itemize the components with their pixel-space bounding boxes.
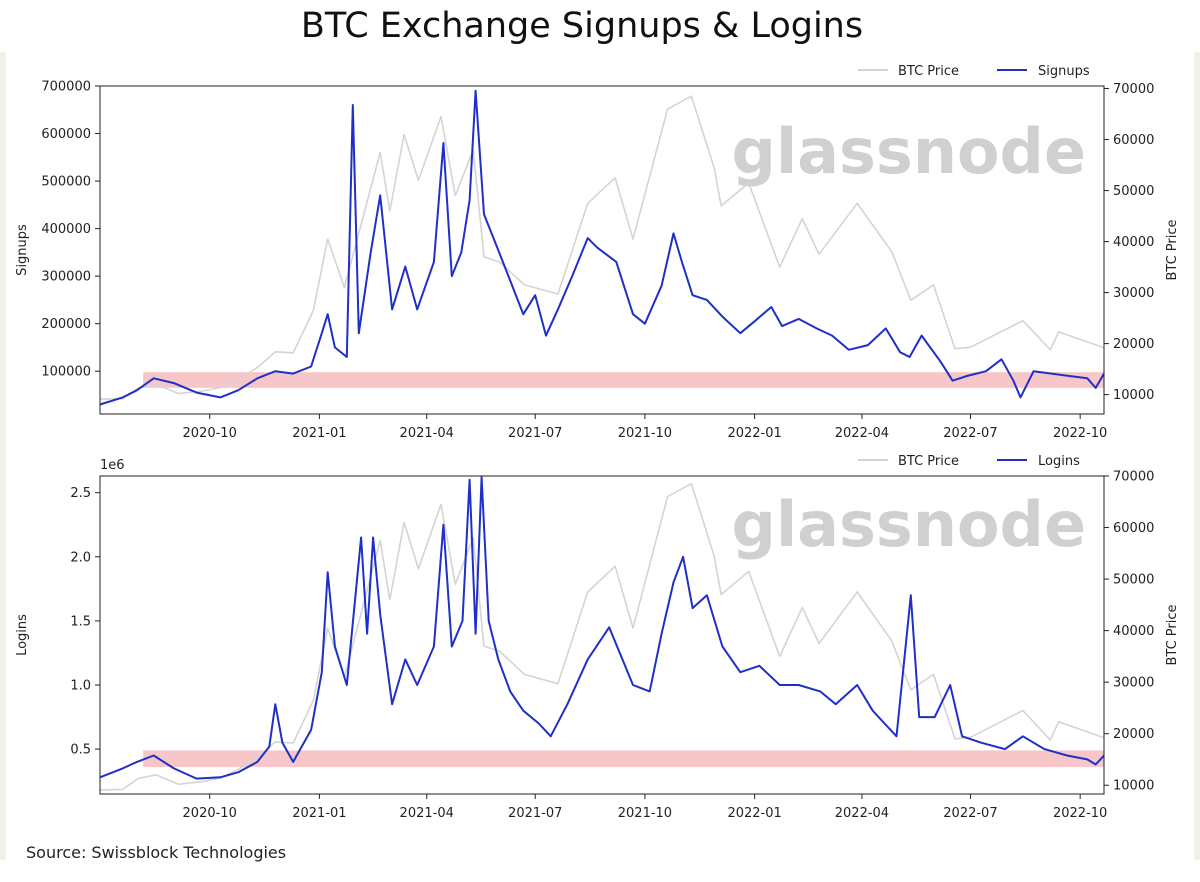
y-right-tick-label: 40000 bbox=[1113, 624, 1154, 639]
y-tick-label: 2.0 bbox=[70, 550, 91, 565]
highlight-band bbox=[143, 750, 1104, 768]
plot-frame bbox=[99, 85, 1105, 415]
x-tick-label: 2021-04 bbox=[400, 426, 454, 441]
x-tick-label: 2022-04 bbox=[835, 806, 889, 821]
watermark-text: glassnode bbox=[732, 488, 1086, 561]
primary-series-line bbox=[99, 476, 1105, 780]
y-right-tick-label: 70000 bbox=[1113, 82, 1154, 97]
page-title: BTC Exchange Signups & Logins bbox=[300, 6, 864, 46]
price-series-line bbox=[99, 482, 1105, 791]
right-edge-strip bbox=[1194, 52, 1200, 860]
x-tick-label: 2020-10 bbox=[183, 426, 237, 441]
y-right-tick-label: 10000 bbox=[1113, 388, 1154, 403]
y-right-axis-label: BTC Price bbox=[1165, 604, 1180, 665]
primary-series-line bbox=[99, 89, 1105, 406]
x-tick-label: 2022-04 bbox=[835, 426, 889, 441]
x-tick-label: 2022-10 bbox=[1053, 806, 1107, 821]
y-right-axis-label: BTC Price bbox=[1165, 219, 1180, 280]
y-right-tick-label: 30000 bbox=[1113, 676, 1154, 691]
y-tick-label: 0.5 bbox=[70, 743, 91, 758]
x-tick-label: 2022-01 bbox=[727, 806, 781, 821]
legend-label-primary: Logins bbox=[1038, 454, 1080, 469]
highlight-band bbox=[143, 372, 1104, 388]
legend-label-price: BTC Price bbox=[898, 454, 959, 469]
y-tick-label: 700000 bbox=[41, 80, 91, 95]
x-tick-label: 2022-07 bbox=[943, 806, 997, 821]
y-right-tick-label: 10000 bbox=[1113, 779, 1154, 794]
y-tick-label: 500000 bbox=[41, 175, 91, 190]
y-scale-label: 1e6 bbox=[100, 458, 125, 473]
left-edge-strip bbox=[0, 52, 6, 860]
x-tick-label: 2022-01 bbox=[727, 426, 781, 441]
y-right-tick-label: 50000 bbox=[1113, 184, 1154, 199]
x-tick-label: 2021-04 bbox=[400, 806, 454, 821]
x-tick-label: 2021-01 bbox=[292, 806, 346, 821]
y-tick-label: 1.0 bbox=[70, 679, 91, 694]
price-series-line bbox=[99, 95, 1105, 400]
x-tick-label: 2022-07 bbox=[943, 426, 997, 441]
y-axis-label: Signups bbox=[15, 224, 30, 276]
source-note: Source: Swissblock Technologies bbox=[26, 843, 287, 862]
y-right-tick-label: 60000 bbox=[1113, 133, 1154, 148]
y-axis-label: Logins bbox=[15, 614, 30, 656]
x-tick-label: 2021-10 bbox=[618, 426, 672, 441]
y-tick-label: 300000 bbox=[41, 270, 91, 285]
x-tick-label: 2021-01 bbox=[292, 426, 346, 441]
y-tick-label: 2.5 bbox=[70, 486, 91, 501]
y-tick-label: 600000 bbox=[41, 127, 91, 142]
watermark-text: glassnode bbox=[732, 115, 1086, 188]
y-right-tick-label: 40000 bbox=[1113, 235, 1154, 250]
y-tick-label: 1.5 bbox=[70, 614, 91, 629]
y-right-tick-label: 70000 bbox=[1113, 470, 1154, 485]
y-tick-label: 200000 bbox=[41, 317, 91, 332]
x-tick-label: 2021-07 bbox=[508, 806, 562, 821]
y-right-tick-label: 20000 bbox=[1113, 337, 1154, 352]
y-right-tick-label: 20000 bbox=[1113, 727, 1154, 742]
x-tick-label: 2022-10 bbox=[1053, 426, 1107, 441]
plot-frame bbox=[99, 475, 1105, 795]
y-tick-label: 400000 bbox=[41, 222, 91, 237]
legend-label-primary: Signups bbox=[1038, 64, 1090, 79]
x-tick-label: 2021-10 bbox=[618, 806, 672, 821]
legend-label-price: BTC Price bbox=[898, 64, 959, 79]
y-right-tick-label: 60000 bbox=[1113, 521, 1154, 536]
x-tick-label: 2021-07 bbox=[508, 426, 562, 441]
x-tick-label: 2020-10 bbox=[183, 806, 237, 821]
y-right-tick-label: 50000 bbox=[1113, 573, 1154, 588]
y-right-tick-label: 30000 bbox=[1113, 286, 1154, 301]
y-tick-label: 100000 bbox=[41, 365, 91, 380]
